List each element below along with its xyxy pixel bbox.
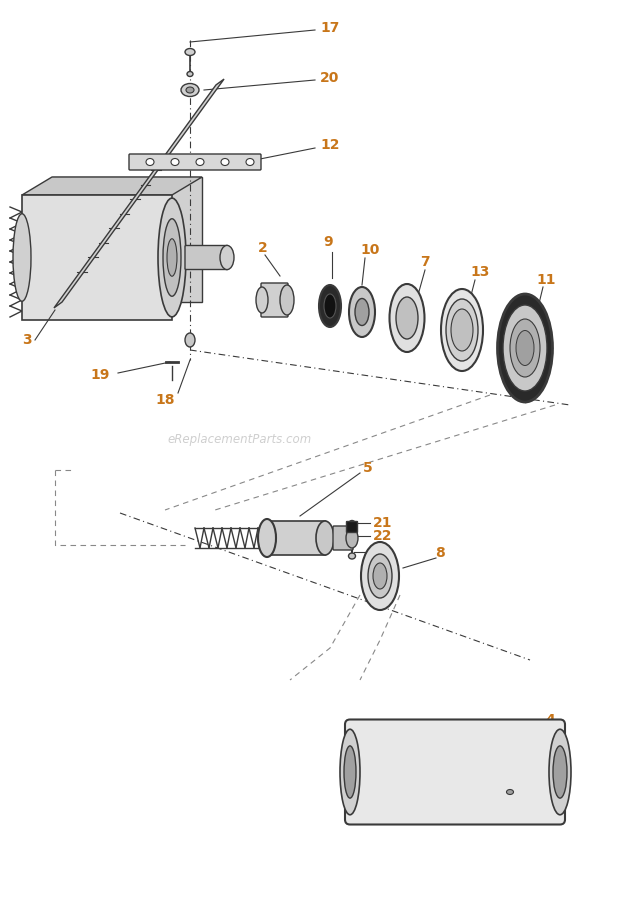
Ellipse shape bbox=[280, 285, 294, 315]
Ellipse shape bbox=[316, 521, 334, 555]
Ellipse shape bbox=[181, 84, 199, 97]
Ellipse shape bbox=[319, 285, 341, 327]
Ellipse shape bbox=[507, 789, 513, 795]
FancyBboxPatch shape bbox=[129, 154, 261, 170]
Ellipse shape bbox=[246, 159, 254, 165]
Text: 2: 2 bbox=[258, 241, 268, 255]
Ellipse shape bbox=[171, 159, 179, 165]
Text: 13: 13 bbox=[470, 265, 489, 279]
Text: 5: 5 bbox=[363, 461, 373, 475]
Ellipse shape bbox=[389, 284, 425, 352]
Ellipse shape bbox=[13, 214, 31, 301]
Text: 23: 23 bbox=[373, 545, 392, 559]
Ellipse shape bbox=[346, 528, 358, 548]
Ellipse shape bbox=[163, 219, 181, 296]
Text: 17: 17 bbox=[320, 21, 339, 35]
Text: 11: 11 bbox=[536, 273, 556, 287]
FancyBboxPatch shape bbox=[185, 245, 228, 270]
Polygon shape bbox=[52, 177, 202, 302]
Text: 7: 7 bbox=[420, 255, 430, 269]
Ellipse shape bbox=[258, 519, 276, 557]
Ellipse shape bbox=[396, 297, 418, 339]
Text: 18: 18 bbox=[155, 393, 174, 407]
Text: eReplacementParts.com: eReplacementParts.com bbox=[168, 434, 312, 446]
Text: 21: 21 bbox=[373, 516, 392, 530]
Text: 12: 12 bbox=[320, 138, 340, 152]
Ellipse shape bbox=[446, 299, 478, 361]
Ellipse shape bbox=[185, 333, 195, 347]
FancyBboxPatch shape bbox=[345, 720, 565, 824]
Ellipse shape bbox=[221, 159, 229, 165]
Ellipse shape bbox=[497, 294, 552, 402]
Ellipse shape bbox=[549, 729, 571, 815]
Ellipse shape bbox=[349, 520, 355, 526]
Ellipse shape bbox=[256, 287, 268, 313]
Ellipse shape bbox=[167, 239, 177, 276]
Ellipse shape bbox=[186, 87, 194, 93]
Text: 3: 3 bbox=[22, 333, 32, 347]
Ellipse shape bbox=[441, 289, 483, 371]
Text: 22: 22 bbox=[373, 529, 392, 543]
Ellipse shape bbox=[340, 729, 360, 815]
Ellipse shape bbox=[344, 746, 356, 798]
Polygon shape bbox=[54, 79, 224, 308]
FancyBboxPatch shape bbox=[333, 526, 353, 550]
Ellipse shape bbox=[503, 305, 547, 391]
Ellipse shape bbox=[185, 49, 195, 56]
Ellipse shape bbox=[510, 319, 540, 377]
Ellipse shape bbox=[158, 198, 186, 317]
Text: 8: 8 bbox=[435, 546, 445, 560]
Ellipse shape bbox=[553, 746, 567, 798]
Ellipse shape bbox=[355, 299, 369, 326]
FancyBboxPatch shape bbox=[261, 283, 288, 317]
Ellipse shape bbox=[349, 287, 375, 337]
Text: 4: 4 bbox=[545, 713, 555, 727]
Ellipse shape bbox=[516, 330, 534, 365]
Ellipse shape bbox=[368, 554, 392, 598]
Text: 20: 20 bbox=[320, 71, 339, 85]
Ellipse shape bbox=[451, 309, 473, 351]
Ellipse shape bbox=[361, 542, 399, 610]
Polygon shape bbox=[22, 195, 172, 320]
FancyBboxPatch shape bbox=[266, 521, 326, 555]
Ellipse shape bbox=[146, 159, 154, 165]
FancyBboxPatch shape bbox=[347, 521, 358, 532]
Ellipse shape bbox=[348, 553, 355, 559]
Text: 19: 19 bbox=[90, 368, 109, 382]
Ellipse shape bbox=[196, 159, 204, 165]
Ellipse shape bbox=[324, 294, 336, 318]
Ellipse shape bbox=[373, 563, 387, 589]
Polygon shape bbox=[22, 177, 202, 195]
Ellipse shape bbox=[187, 71, 193, 77]
Text: 10: 10 bbox=[360, 243, 379, 257]
Ellipse shape bbox=[220, 245, 234, 270]
Text: 9: 9 bbox=[323, 235, 332, 249]
